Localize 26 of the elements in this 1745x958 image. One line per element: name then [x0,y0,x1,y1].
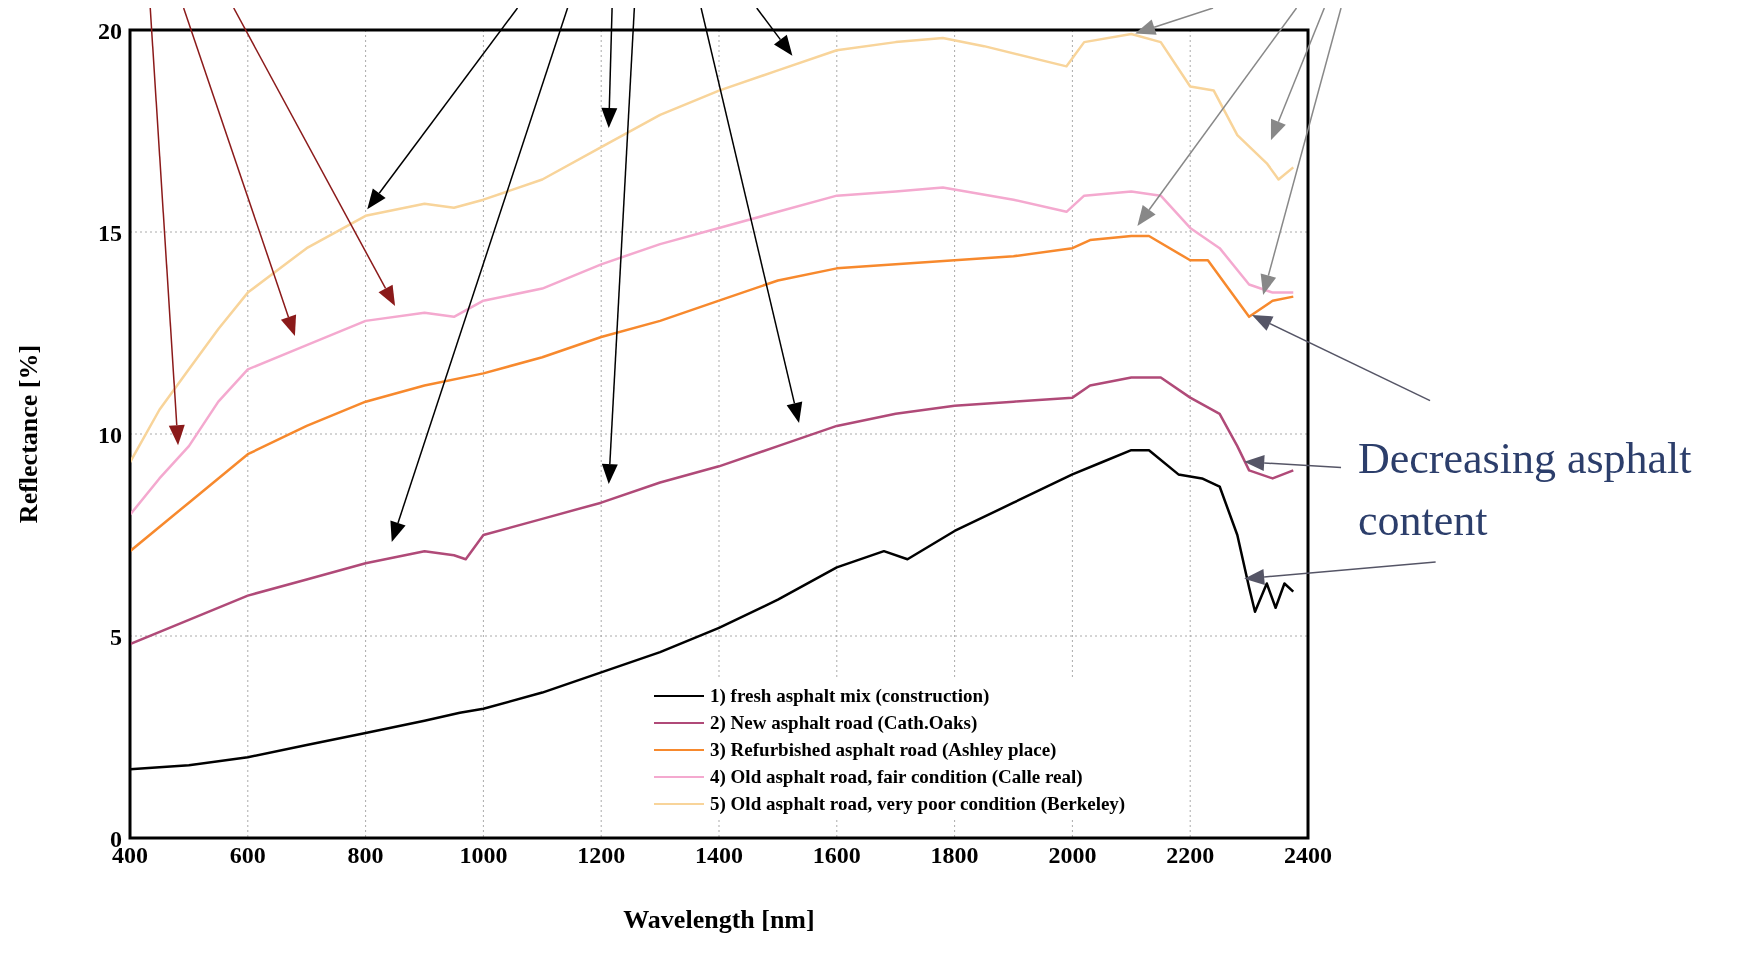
legend-label: 4) Old asphalt road, fair condition (Calle real) [710,765,1083,788]
line-series [130,376,1295,646]
line-series [130,186,1295,517]
x-tick-label: 1800 [930,842,979,869]
legend-label: 5) Old asphalt road, very poor condition (Berkeley) [710,792,1126,815]
x-axis-title: Wavelength [nm] [623,905,815,934]
x-tick-label: 1600 [812,842,861,869]
x-tick-label: 1200 [577,842,626,869]
y-tick-label: 5 [110,623,122,650]
x-tick-label: 1000 [459,842,508,869]
y-axis-title: Reflectance [%] [14,344,44,524]
x-tick-label: 600 [229,842,266,869]
legend-label: 3) Refurbished asphalt road (Ashley place) [710,738,1057,761]
line-series [130,234,1295,553]
x-tick-label: 1400 [695,842,743,869]
y-tick-label: 10 [98,421,122,448]
y-tick-label: 15 [98,219,122,246]
x-tick-label: 2200 [1166,842,1215,869]
x-tick-label: 2400 [1284,842,1332,869]
text: Decreasing asphalt content [1358,433,1693,547]
legend-label: 1) fresh asphalt mix (construction) [710,684,990,707]
legend-label: 2) New asphalt road (Cath.Oaks) [710,711,978,734]
x-tick-label: 800 [347,842,384,869]
line-series [130,32,1295,464]
x-tick-label: 2000 [1048,842,1097,869]
y-tick-label: 20 [98,17,122,44]
